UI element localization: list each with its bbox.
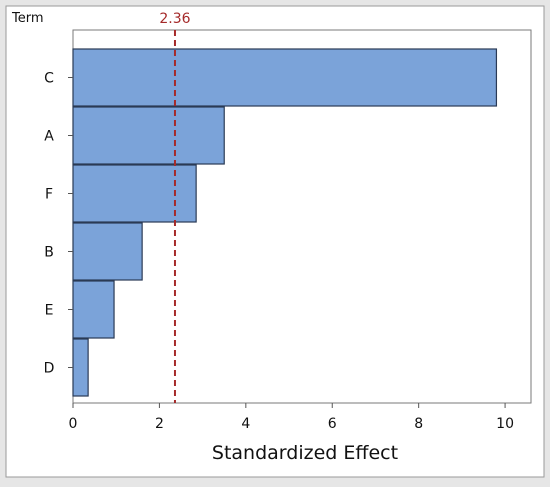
- x-tick-label-8: 8: [414, 416, 423, 432]
- y-tick-label-a: A: [44, 129, 54, 145]
- bar-b: [72, 222, 143, 281]
- bar-c: [72, 48, 498, 107]
- reference-line-layer: 2.36: [159, 11, 191, 403]
- y-tick-label-d: D: [44, 361, 55, 377]
- y-tick-label-b: B: [44, 245, 54, 261]
- x-axis-label: Standardized Effect: [212, 442, 398, 464]
- y-axis: C A F B E D: [44, 71, 73, 377]
- bar-a: [72, 106, 225, 165]
- y-tick-label-f: F: [45, 187, 53, 203]
- x-tick-label-4: 4: [241, 416, 250, 432]
- x-tick-label-6: 6: [328, 416, 337, 432]
- bar-d: [72, 338, 89, 397]
- x-tick-label-2: 2: [155, 416, 164, 432]
- bar-e: [72, 280, 115, 339]
- y-tick-label-c: C: [44, 71, 54, 87]
- y-axis-label: Term: [11, 11, 44, 26]
- reference-line-label: 2.36: [159, 11, 190, 27]
- y-tick-label-e: E: [45, 303, 54, 319]
- x-tick-label-10: 10: [496, 416, 514, 432]
- bar-f: [72, 164, 197, 223]
- x-axis: 0 2 4 6 8 10: [69, 403, 514, 432]
- x-tick-label-0: 0: [69, 416, 78, 432]
